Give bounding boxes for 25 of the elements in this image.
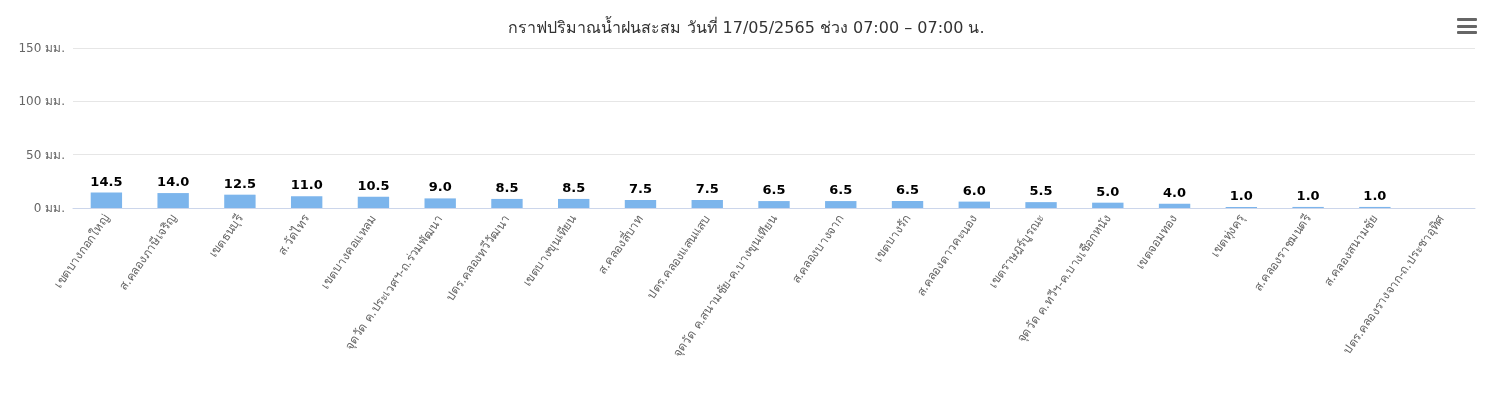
y-tick-label: 150 มม. (18, 41, 65, 55)
data-label: 10.5 (357, 177, 390, 193)
data-label: 7.5 (695, 181, 719, 196)
data-label: 5.5 (1029, 183, 1053, 199)
data-label: 11.0 (290, 177, 323, 193)
data-label: 1.0 (1229, 187, 1253, 203)
data-label: 12.5 (223, 175, 256, 191)
chart-title: กราฟปริมาณน้ำฝนสะสม วันที่ 17/05/2565 ช่วง 07:00 – 07:00 น. (508, 15, 985, 37)
data-label: 8.5 (495, 179, 519, 195)
y-tick-label: 50 มม. (26, 147, 65, 162)
data-label: 4.0 (1163, 184, 1187, 200)
data-label: 9.0 (428, 179, 452, 195)
data-label: 6.0 (962, 182, 986, 198)
y-tick-label: 0 มม. (33, 201, 65, 215)
data-label: 6.5 (829, 182, 853, 198)
data-label: 8.5 (562, 179, 586, 195)
data-label: 6.5 (762, 182, 786, 198)
data-label: 5.0 (1096, 183, 1120, 199)
y-tick-label: 100 มม. (18, 94, 65, 109)
data-label: 6.5 (896, 182, 920, 198)
data-label: 14.0 (157, 174, 190, 190)
data-label: 7.5 (628, 181, 652, 196)
data-label: 1.0 (1363, 187, 1387, 203)
data-label: 14.5 (90, 173, 123, 189)
data-label: 1.0 (1296, 187, 1320, 203)
